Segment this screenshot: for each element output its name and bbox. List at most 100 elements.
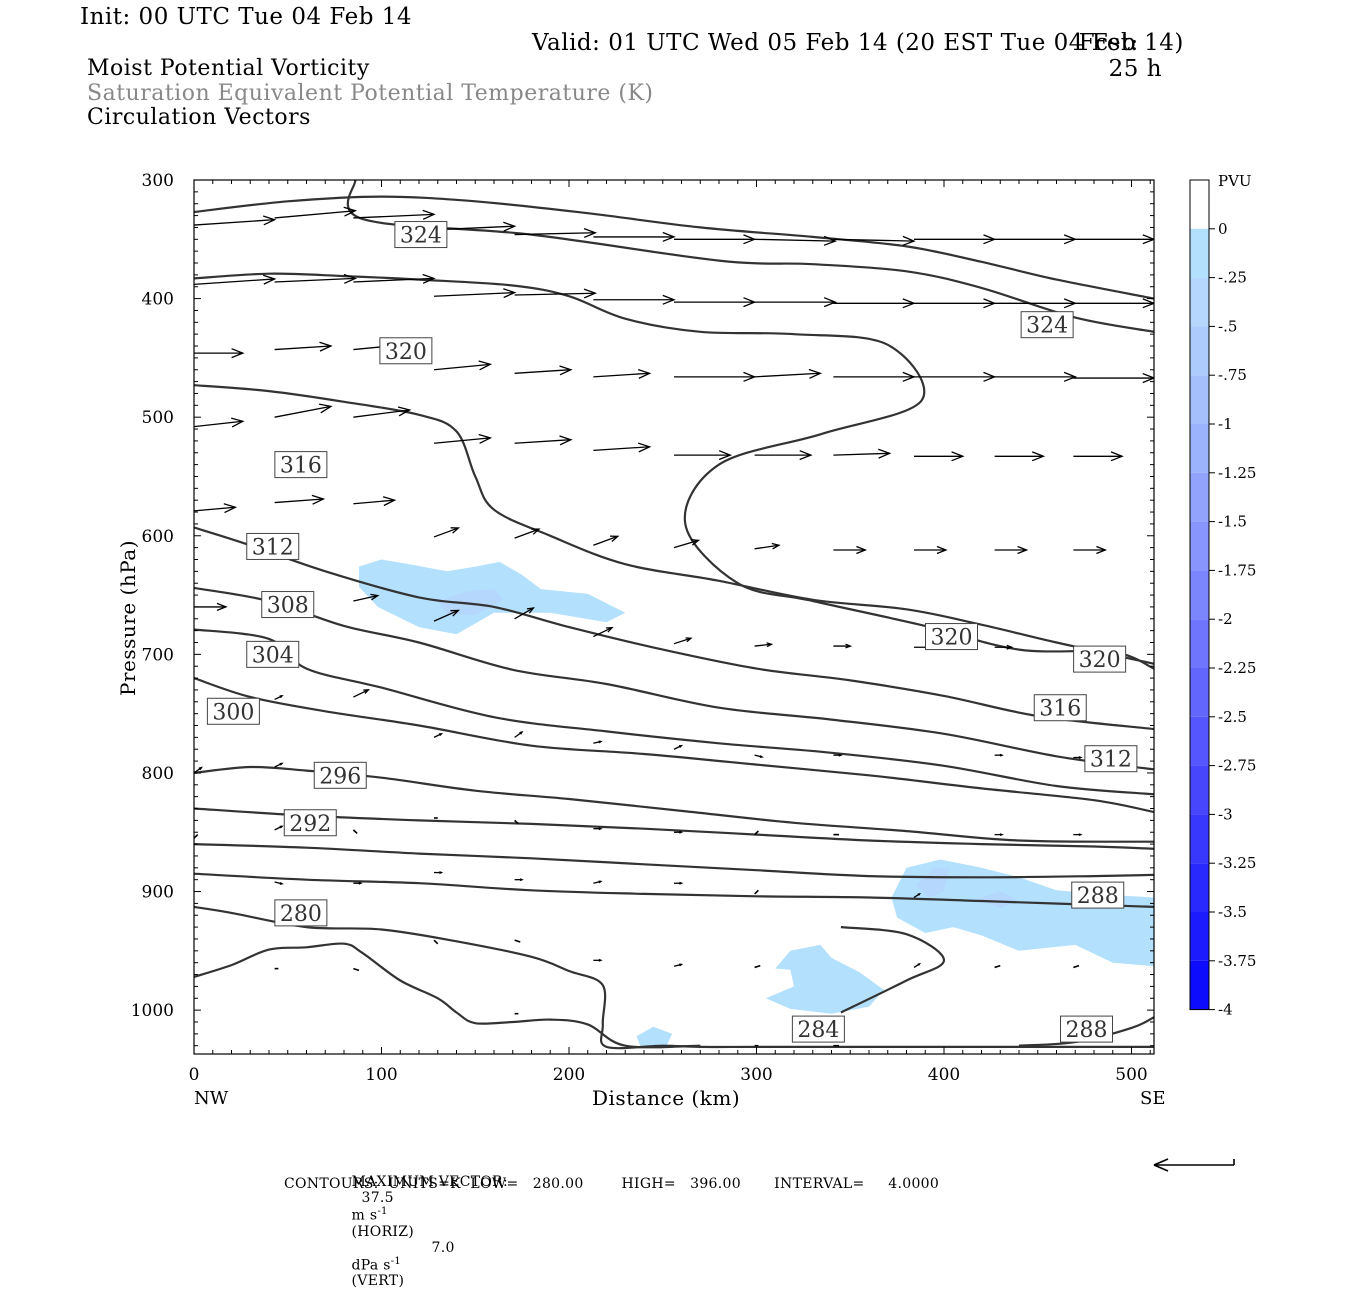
colorbar-swatch [1190,326,1209,376]
colorbar-label: -2.5 [1218,708,1247,726]
colorbar-label: -.5 [1218,317,1237,335]
vector-head [1142,298,1154,309]
circulation-vector [833,371,916,382]
contour-label: 324 [394,221,448,249]
colorbar-swatch [1190,765,1209,815]
vector-head [1078,833,1083,837]
vector-shaft [274,210,356,219]
circulation-vector [274,341,333,352]
circulation-vector [274,825,284,831]
max-vert-units: dPa s [351,1257,391,1274]
circulation-vector [514,365,573,376]
vector-shaft [433,291,515,297]
vector-shaft [353,689,369,698]
contour-label-text: 320 [385,340,427,365]
circulation-vector [433,939,439,945]
vector-shaft [353,967,360,972]
circulation-vector [674,881,684,885]
vector-shaft [353,594,378,602]
vector-shaft [194,219,275,226]
forecast-value: 25 h [1108,56,1163,82]
vector-shaft [833,238,915,242]
circulation-vector [833,545,868,555]
contour-label: 284 [791,1015,845,1043]
colorbar-label: -2 [1218,610,1233,628]
contour-296 [194,765,1154,843]
contour-label-text: 312 [252,535,294,560]
contour-label-box [1084,745,1138,773]
contour-label-box [1020,311,1074,339]
circulation-vector [1073,234,1154,245]
circulation-vector [674,450,733,461]
vector-head [771,542,781,550]
contour-label: 308 [261,591,315,619]
max-vert-value: 7.0 [431,1239,455,1256]
contour-label-text: 288 [1077,884,1119,909]
vector-shaft [593,535,618,546]
vector-head [438,733,444,737]
vector-shaft [673,539,699,549]
circulation-vector [593,740,603,744]
vector-head [679,963,684,967]
circulation-vector [194,274,277,286]
field-title-vectors: Circulation Vectors [87,105,311,130]
circulation-vector [994,451,1046,462]
vector-head [917,962,921,966]
vector-head [1142,372,1154,384]
contour-label-text: 288 [1066,1018,1108,1043]
colorbar-swatch [1190,277,1209,327]
circulation-vector [434,871,444,875]
reference-vector-arrow-icon [1153,1158,1235,1172]
circulation-vector [1073,545,1108,555]
pv-region [437,589,504,616]
vector-head [1096,545,1108,555]
circulation-vector [194,503,238,514]
colorbar-title: PVU [1218,172,1252,190]
vector-shaft [754,964,761,969]
colorbar-label: -1.75 [1218,561,1256,579]
vector-head [318,403,333,414]
circulation-vector [514,607,535,620]
vector-head [450,609,461,617]
colorbar-label: -3.75 [1218,952,1256,970]
circulation-vector [433,433,493,444]
x-axis-title: Distance (km) [592,1086,741,1110]
contour-label: 320 [925,623,978,651]
vector-head [478,360,493,371]
vector-head [718,450,733,461]
contour-label: 320 [1073,645,1127,673]
circulation-vector [833,643,853,649]
circulation-vector [833,448,892,459]
circulation-vector [1073,451,1124,462]
circulation-vector [1073,298,1154,309]
y-tick-label: 1000 [131,1001,174,1021]
vector-head [397,406,412,417]
colorbar-swatch [1190,521,1209,571]
circulation-vector [673,963,684,967]
vector-head [450,527,461,534]
circulation-vector [914,298,997,309]
vector-shaft [754,544,780,550]
vector-head [231,348,245,359]
contour-label-box [1033,694,1087,722]
vector-head [262,274,277,285]
contour-label-text: 320 [1079,648,1121,673]
vector-head [503,221,517,232]
x-tick-label: 400 [928,1065,960,1085]
init-time: Init: 00 UTC Tue 04 Feb 14 [80,4,413,30]
circulation-vector [352,829,358,835]
circulation-vector [433,288,517,299]
circulation-vector [514,288,598,299]
contour-label-box [1073,645,1127,673]
vector-head [1031,451,1046,462]
max-horiz-units: m s [351,1207,378,1224]
vector-head [343,206,358,217]
contour-label: 312 [246,532,300,560]
contour-label-text: 320 [931,626,973,651]
circulation-vector [754,642,774,648]
contour-284 [194,872,1154,908]
vector-head [279,762,284,766]
contour-label: 312 [1084,745,1138,773]
circulation-vector [194,833,199,839]
vector-shaft [593,446,650,452]
